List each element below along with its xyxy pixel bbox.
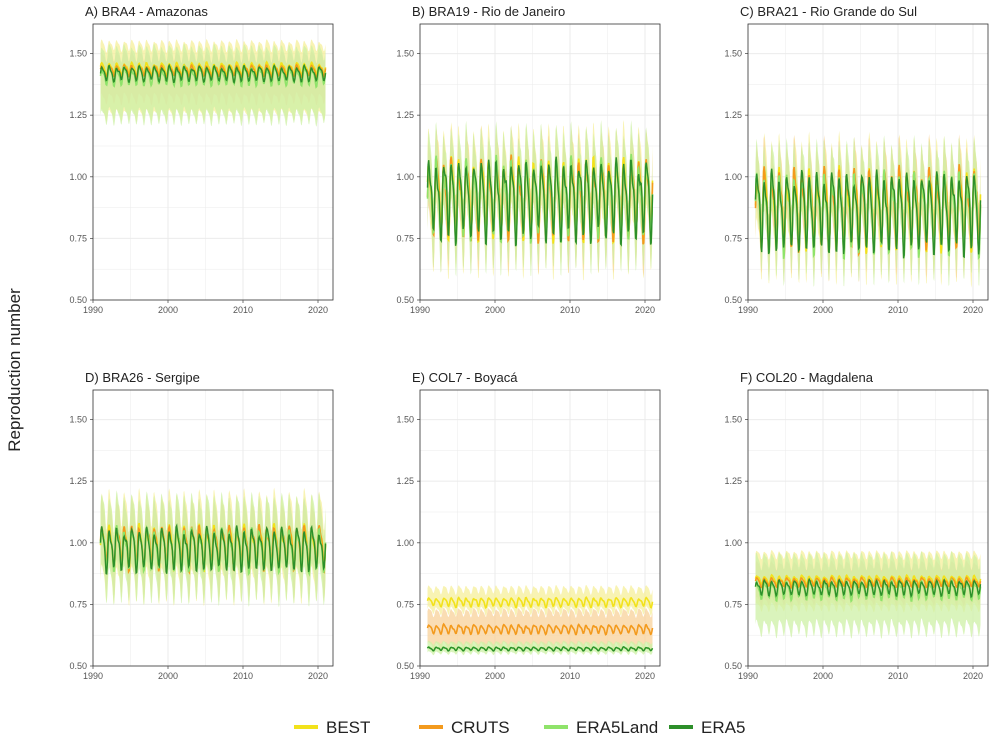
x-tick-label: 2020 bbox=[308, 671, 328, 681]
x-tick-label: 1990 bbox=[83, 671, 103, 681]
series-line-best bbox=[426, 595, 654, 609]
y-tick-label: 1.00 bbox=[396, 538, 414, 548]
x-tick-label: 1990 bbox=[410, 305, 430, 315]
plot-marks bbox=[426, 584, 654, 656]
panel-5: E) COL7 - Boyacá 1990 2000 2010 2020 0.50 0.75… bbox=[396, 370, 661, 681]
y-tick-label: 0.50 bbox=[396, 295, 414, 305]
x-tick-label: 2000 bbox=[485, 671, 505, 681]
x-tick-label: 2020 bbox=[635, 305, 655, 315]
x-tick-label: 2020 bbox=[635, 671, 655, 681]
series-line-era5 bbox=[754, 168, 982, 259]
legend-item-cruts: CRUTS bbox=[419, 718, 510, 737]
y-tick-label: 1.25 bbox=[69, 476, 87, 486]
panel-title: B) BRA19 - Rio de Janeiro bbox=[412, 4, 565, 19]
x-tick-label: 2010 bbox=[233, 305, 253, 315]
legend-item-era5: ERA5 bbox=[669, 718, 745, 737]
panel-1: A) BRA4 - Amazonas 1990 2000 2010 2020 0.50 0.… bbox=[69, 4, 334, 315]
y-tick-label: 1.50 bbox=[69, 49, 87, 59]
y-tick-label: 1.50 bbox=[69, 415, 87, 425]
x-tick-label: 1990 bbox=[738, 671, 758, 681]
x-tick-label: 2010 bbox=[560, 305, 580, 315]
x-tick-label: 2000 bbox=[485, 305, 505, 315]
y-tick-label: 1.00 bbox=[724, 172, 742, 182]
x-tick-label: 2010 bbox=[888, 305, 908, 315]
y-tick-label: 1.00 bbox=[69, 538, 87, 548]
legend-label: CRUTS bbox=[451, 718, 510, 737]
legend-label: ERA5 bbox=[701, 718, 745, 737]
y-axis-label: Reproduction number bbox=[5, 288, 24, 452]
panel-border bbox=[419, 23, 661, 301]
y-tick-label: 1.25 bbox=[396, 476, 414, 486]
x-tick-label: 1990 bbox=[738, 305, 758, 315]
panel-title: D) BRA26 - Sergipe bbox=[85, 370, 200, 385]
y-tick-label: 1.25 bbox=[724, 476, 742, 486]
y-tick-label: 0.50 bbox=[69, 661, 87, 671]
x-tick-label: 2010 bbox=[233, 671, 253, 681]
y-tick-label: 0.75 bbox=[724, 233, 742, 243]
legend-item-era5land: ERA5Land bbox=[544, 718, 658, 737]
y-tick-label: 1.50 bbox=[396, 415, 414, 425]
y-tick-label: 0.50 bbox=[724, 295, 742, 305]
series-line-era5 bbox=[426, 646, 654, 652]
y-tick-label: 0.75 bbox=[396, 599, 414, 609]
panel-border bbox=[92, 389, 334, 667]
y-tick-label: 1.50 bbox=[724, 49, 742, 59]
x-tick-label: 2000 bbox=[813, 305, 833, 315]
panel-4: D) BRA26 - Sergipe 1990 2000 2010 2020 0.50 0.… bbox=[69, 370, 334, 681]
y-tick-label: 1.25 bbox=[69, 110, 87, 120]
panel-title: C) BRA21 - Rio Grande do Sul bbox=[740, 4, 917, 19]
y-tick-label: 0.75 bbox=[396, 233, 414, 243]
panel-3: C) BRA21 - Rio Grande do Sul 1990 2000 2010… bbox=[724, 4, 989, 315]
series-line-era5 bbox=[754, 577, 982, 599]
panel-6: F) COL20 - Magdalena 1990 2000 2010 2020 0.50… bbox=[724, 370, 989, 681]
x-tick-label: 1990 bbox=[83, 305, 103, 315]
y-tick-label: 1.25 bbox=[724, 110, 742, 120]
y-tick-label: 1.50 bbox=[724, 415, 742, 425]
x-tick-label: 2000 bbox=[158, 305, 178, 315]
panel-2: B) BRA19 - Rio de Janeiro 1990 2000 2010 202… bbox=[396, 4, 661, 315]
y-tick-label: 0.75 bbox=[69, 599, 87, 609]
panel-title: A) BRA4 - Amazonas bbox=[85, 4, 208, 19]
y-tick-label: 0.50 bbox=[396, 661, 414, 671]
legend: BEST CRUTS ERA5Land ERA5 bbox=[294, 718, 745, 737]
panel-border bbox=[747, 389, 989, 667]
y-tick-label: 1.00 bbox=[396, 172, 414, 182]
series-line-era5 bbox=[99, 63, 327, 84]
panel-border bbox=[419, 389, 661, 667]
x-tick-label: 2010 bbox=[560, 671, 580, 681]
y-tick-label: 1.50 bbox=[396, 49, 414, 59]
y-tick-label: 0.50 bbox=[724, 661, 742, 671]
plot-marks bbox=[754, 130, 982, 288]
y-tick-label: 0.75 bbox=[69, 233, 87, 243]
x-tick-label: 2020 bbox=[963, 671, 983, 681]
series-line-era5 bbox=[99, 523, 327, 575]
x-tick-label: 2020 bbox=[963, 305, 983, 315]
x-tick-label: 2010 bbox=[888, 671, 908, 681]
plot-marks bbox=[99, 487, 327, 607]
ribbon-era5land bbox=[100, 43, 326, 127]
panel-title: F) COL20 - Magdalena bbox=[740, 370, 874, 385]
legend-label: BEST bbox=[326, 718, 370, 737]
plot-marks bbox=[754, 549, 982, 639]
x-tick-label: 2000 bbox=[158, 671, 178, 681]
panel-border bbox=[747, 23, 989, 301]
legend-item-best: BEST bbox=[294, 718, 370, 737]
plot-marks bbox=[426, 120, 654, 281]
x-tick-label: 2020 bbox=[308, 305, 328, 315]
y-tick-label: 1.00 bbox=[724, 538, 742, 548]
x-tick-label: 1990 bbox=[410, 671, 430, 681]
panel-border bbox=[92, 23, 334, 301]
panel-title: E) COL7 - Boyacá bbox=[412, 370, 518, 385]
plot-marks bbox=[99, 39, 327, 127]
y-tick-label: 0.50 bbox=[69, 295, 87, 305]
x-tick-label: 2000 bbox=[813, 671, 833, 681]
y-tick-label: 1.25 bbox=[396, 110, 414, 120]
panels: A) BRA4 - Amazonas 1990 2000 2010 2020 0.50 0.… bbox=[69, 4, 989, 681]
legend-label: ERA5Land bbox=[576, 718, 658, 737]
y-tick-label: 0.75 bbox=[724, 599, 742, 609]
series-line-cruts bbox=[426, 622, 654, 636]
y-tick-label: 1.00 bbox=[69, 172, 87, 182]
series-line-era5 bbox=[426, 156, 654, 247]
